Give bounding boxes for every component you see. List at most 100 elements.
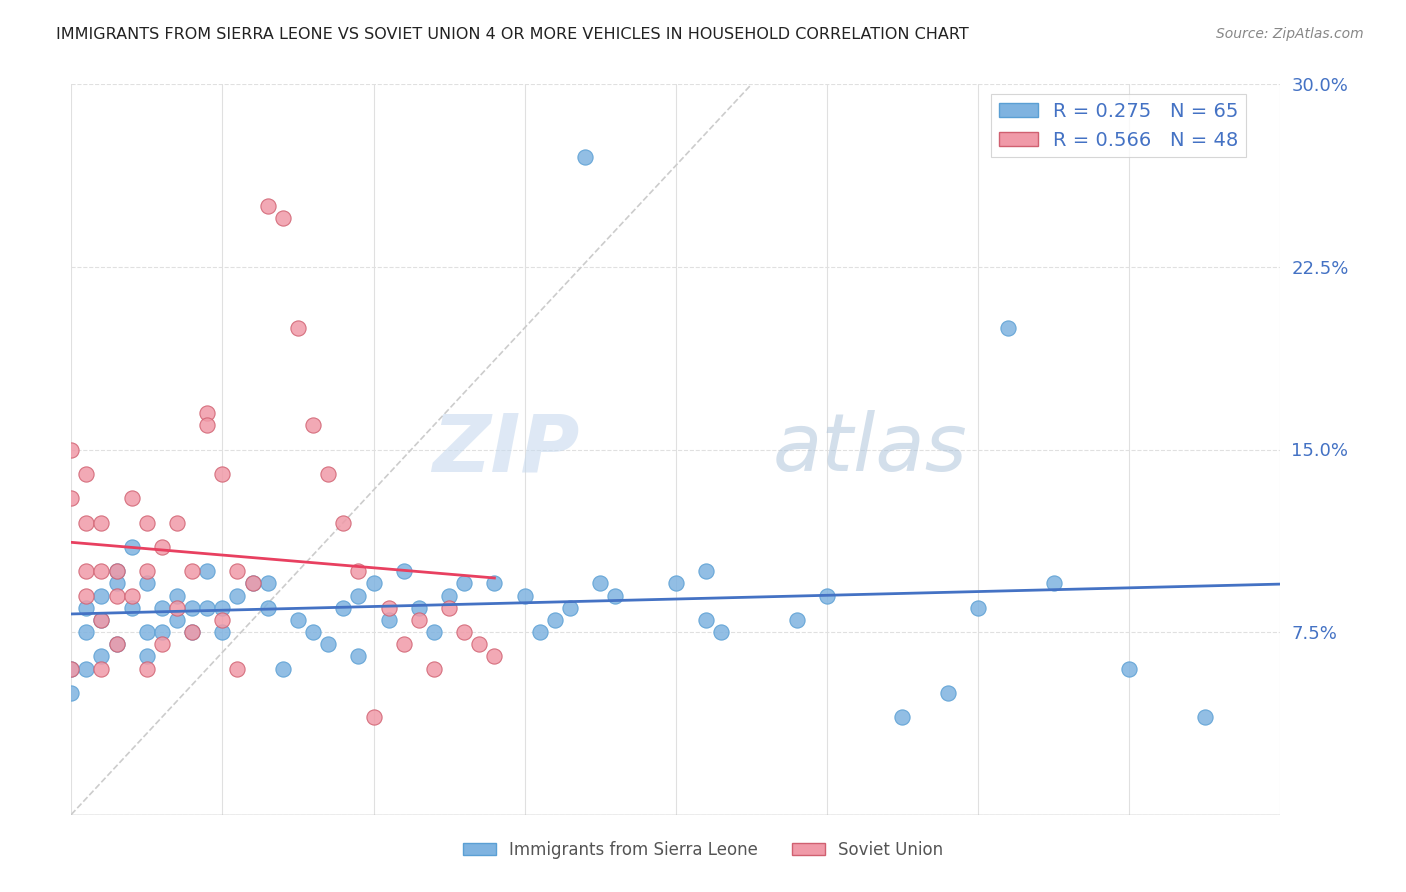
Point [211,625,233,640]
Point [181,564,204,578]
Point [997,321,1019,335]
Point [347,649,370,664]
Point [166,600,188,615]
Point [695,613,717,627]
Point [332,600,354,615]
Point [242,576,264,591]
Point [75,516,97,530]
Point [347,589,370,603]
Point [242,576,264,591]
Point [256,576,278,591]
Point [1042,576,1064,591]
Point [529,625,551,640]
Point [121,540,143,554]
Point [121,491,143,505]
Point [302,625,325,640]
Point [347,564,370,578]
Text: IMMIGRANTS FROM SIERRA LEONE VS SOVIET UNION 4 OR MORE VEHICLES IN HOUSEHOLD COR: IMMIGRANTS FROM SIERRA LEONE VS SOVIET U… [56,27,969,42]
Point [90,589,112,603]
Point [1118,661,1140,675]
Legend: Immigrants from Sierra Leone, Soviet Union: Immigrants from Sierra Leone, Soviet Uni… [456,835,950,866]
Point [135,576,157,591]
Point [605,589,627,603]
Point [423,661,446,675]
Point [589,576,612,591]
Point [75,564,97,578]
Point [815,589,838,603]
Point [75,467,97,481]
Point [363,576,385,591]
Point [121,589,143,603]
Point [121,600,143,615]
Point [967,600,990,615]
Point [150,540,173,554]
Text: Source: ZipAtlas.com: Source: ZipAtlas.com [1216,27,1364,41]
Point [891,710,914,724]
Point [90,613,112,627]
Text: atlas: atlas [772,410,967,489]
Point [195,564,218,578]
Point [90,649,112,664]
Point [363,710,385,724]
Point [90,613,112,627]
Point [453,576,475,591]
Point [135,516,157,530]
Point [150,625,173,640]
Point [408,613,430,627]
Legend: R = 0.275   N = 65, R = 0.566   N = 48: R = 0.275 N = 65, R = 0.566 N = 48 [991,95,1247,158]
Point [544,613,567,627]
Point [90,564,112,578]
Point [90,516,112,530]
Point [226,661,249,675]
Point [90,661,112,675]
Point [211,613,233,627]
Point [60,661,83,675]
Point [181,600,204,615]
Point [437,589,460,603]
Point [513,589,536,603]
Point [453,625,475,640]
Point [437,600,460,615]
Point [166,613,188,627]
Point [558,600,581,615]
Point [316,467,339,481]
Point [75,625,97,640]
Point [316,637,339,651]
Point [150,600,173,615]
Point [135,564,157,578]
Point [211,600,233,615]
Point [75,600,97,615]
Point [105,589,128,603]
Point [195,600,218,615]
Point [105,637,128,651]
Point [226,564,249,578]
Point [135,625,157,640]
Point [468,637,491,651]
Point [105,564,128,578]
Point [105,637,128,651]
Point [287,613,309,627]
Point [423,625,446,640]
Point [226,589,249,603]
Point [211,467,233,481]
Point [574,151,596,165]
Point [271,661,294,675]
Point [786,613,808,627]
Point [392,637,415,651]
Point [166,589,188,603]
Point [936,686,959,700]
Point [408,600,430,615]
Point [60,661,83,675]
Point [181,625,204,640]
Point [695,564,717,578]
Point [75,661,97,675]
Point [75,589,97,603]
Point [484,576,506,591]
Point [392,564,415,578]
Point [710,625,733,640]
Point [332,516,354,530]
Point [135,661,157,675]
Point [60,686,83,700]
Point [287,321,309,335]
Point [105,576,128,591]
